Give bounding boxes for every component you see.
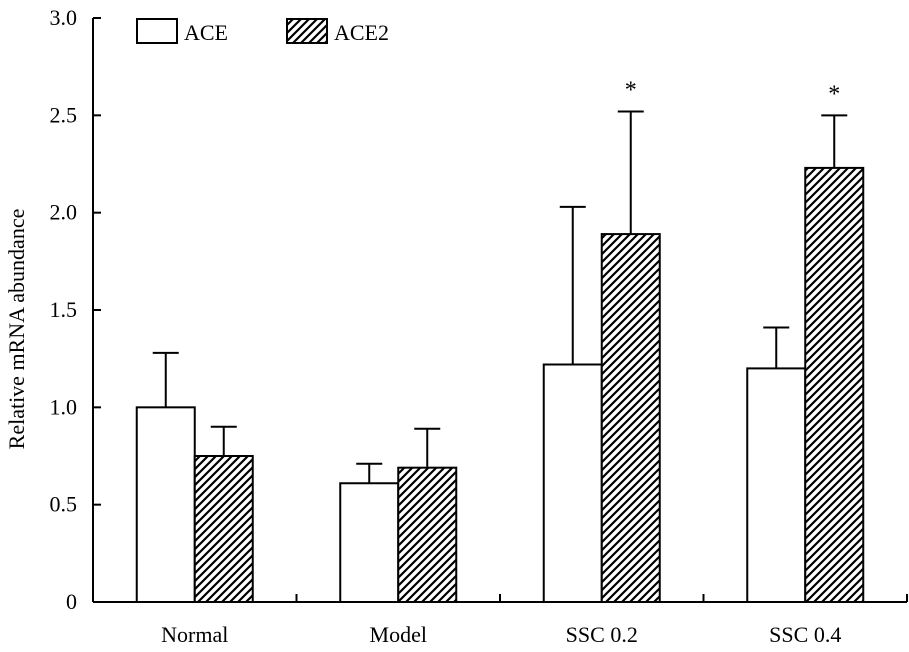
plot-area: 0 0.5 1.0 1.5 2.0 2.5 3.0 Normal Model * SSC 0.2 * S… (50, 5, 908, 647)
x-tick-label: SSC 0.4 (769, 622, 841, 647)
x-tick-label: Normal (161, 622, 228, 647)
bar-ace-1 (339, 482, 400, 603)
legend: ACE ACE2 (136, 18, 389, 45)
x-tick-label: SSC 0.2 (566, 622, 638, 647)
x-tick-label: Model (370, 622, 427, 647)
y-tick-label: 1.0 (50, 394, 78, 419)
y-tick-label: 3.0 (50, 5, 78, 30)
y-tick-label: 0.5 (50, 492, 78, 517)
legend-swatch-ace (136, 18, 178, 44)
y-tick-label: 0 (66, 589, 77, 614)
y-tick-label: 2.0 (50, 200, 78, 225)
legend-swatch-ace2 (286, 18, 328, 44)
significance-marker: * (625, 77, 637, 103)
bar-ace2-3 (804, 166, 865, 603)
bar-ace2-2 (600, 233, 661, 604)
bar-ace2-0 (193, 455, 254, 603)
bar-ace-0 (135, 406, 196, 604)
y-tick-label: 2.5 (50, 102, 78, 127)
legend-label-ace: ACE (184, 20, 228, 45)
legend-label-ace2: ACE2 (334, 20, 389, 45)
y-tick-label: 1.5 (50, 297, 78, 322)
y-axis-label: Relative mRNA abundance (4, 209, 29, 450)
bar-ace-3 (746, 367, 807, 603)
significance-marker: * (828, 81, 840, 107)
bar-ace-2 (542, 363, 603, 603)
bar-ace2-1 (397, 466, 458, 603)
